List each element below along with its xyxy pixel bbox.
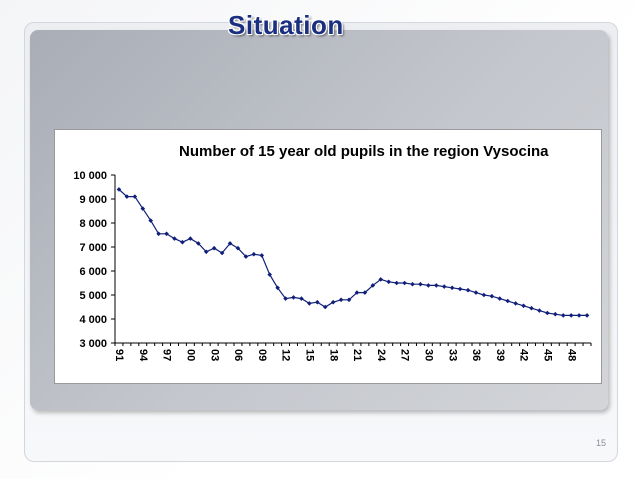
x-tick-label: 42: [518, 349, 530, 361]
x-tick-label: 97: [161, 349, 173, 361]
chart-title: Number of 15 year old pupils in the regi…: [179, 143, 549, 160]
data-point: [386, 279, 391, 285]
data-point: [410, 281, 415, 287]
line-chart: Number of 15 year old pupils in the regi…: [73, 143, 592, 362]
page-number: 15: [596, 438, 607, 448]
y-tick-label: 5 000: [79, 290, 107, 302]
y-tick-label: 8 000: [79, 218, 107, 230]
series-line: [118, 188, 588, 316]
data-point: [267, 272, 272, 277]
data-point: [434, 283, 439, 288]
data-point: [315, 299, 320, 305]
data-point: [473, 290, 479, 295]
x-tick-label: 33: [446, 349, 458, 361]
x-tick-label: 45: [541, 349, 553, 361]
slide-title: Situation: [228, 10, 344, 40]
data-point: [227, 241, 233, 246]
data-point: [426, 283, 431, 288]
chart-container: Number of 15 year old pupils in the regi…: [54, 129, 602, 384]
x-tick-label: 06: [232, 349, 244, 361]
data-point: [489, 293, 495, 299]
x-tick-label: 48: [565, 349, 577, 361]
data-point: [529, 305, 534, 311]
data-point: [172, 236, 177, 241]
data-point: [560, 313, 566, 318]
data-point: [418, 281, 423, 287]
x-tick-label: 27: [399, 349, 411, 361]
data-point: [505, 298, 510, 304]
data-point: [521, 303, 526, 309]
data-point: [457, 286, 463, 292]
data-point: [322, 304, 328, 310]
data-point: [441, 284, 447, 289]
data-point: [537, 308, 542, 313]
x-tick-label: 91: [113, 349, 125, 361]
data-point: [188, 236, 193, 241]
x-tick-label: 00: [184, 349, 196, 361]
data-point: [370, 283, 376, 288]
data-point: [553, 311, 558, 317]
data-point: [338, 297, 344, 303]
data-point: [283, 296, 288, 301]
chart-series: [116, 187, 590, 318]
x-tick-label: 03: [208, 349, 220, 361]
data-point: [330, 299, 336, 305]
data-point: [307, 301, 312, 306]
y-tick-label: 3 000: [79, 338, 107, 350]
data-point: [196, 241, 201, 246]
x-tick-label: 94: [137, 349, 149, 362]
x-tick-label: 30: [422, 349, 434, 361]
data-point: [251, 251, 257, 257]
x-tick-label: 21: [351, 349, 363, 361]
data-point: [402, 280, 407, 286]
x-tick-label: 15: [303, 349, 315, 361]
data-point: [465, 287, 471, 293]
data-point: [259, 253, 265, 258]
data-point: [140, 206, 146, 211]
y-tick-label: 7 000: [79, 242, 107, 254]
data-point: [346, 297, 352, 303]
data-point: [299, 296, 304, 301]
data-point: [219, 250, 225, 256]
y-tick-label: 10 000: [73, 170, 107, 182]
data-point: [513, 301, 518, 306]
x-tick-label: 24: [375, 349, 387, 362]
data-point: [545, 310, 550, 316]
data-point: [584, 313, 590, 318]
data-point: [275, 285, 280, 291]
data-point: [378, 277, 384, 282]
y-tick-label: 4 000: [79, 314, 107, 326]
data-point: [481, 292, 487, 298]
x-tick-label: 39: [494, 349, 506, 361]
x-tick-label: 18: [327, 349, 339, 361]
data-point: [568, 313, 574, 318]
data-point: [497, 296, 503, 301]
chart-axes: 10 000 9 000 8 000 7 000 6 000 5 000 4 000 3 00…: [73, 170, 592, 362]
data-point: [180, 239, 185, 245]
data-point: [354, 290, 360, 295]
x-tick-label: 09: [256, 349, 268, 361]
data-point: [362, 290, 368, 295]
data-point: [449, 285, 455, 291]
data-point: [394, 280, 399, 286]
x-tick-label: 36: [470, 349, 482, 361]
data-point: [576, 313, 582, 318]
x-tick-label: 12: [280, 349, 292, 361]
y-tick-label: 9 000: [79, 194, 107, 206]
y-tick-label: 6 000: [79, 266, 107, 278]
data-point: [243, 254, 249, 259]
data-point: [291, 295, 296, 300]
